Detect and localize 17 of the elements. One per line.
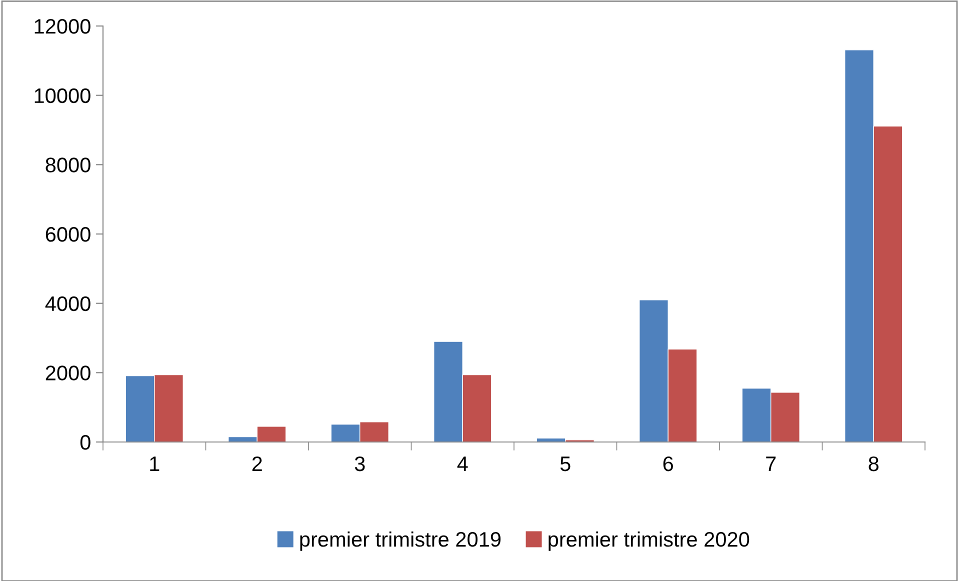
x-tick-label: 7	[766, 456, 776, 471]
x-tick-label: 2	[252, 456, 262, 471]
y-tick-label: 8000	[46, 158, 90, 172]
x-tick-label: 3	[354, 456, 365, 472]
y-tick-label: 4000	[45, 296, 90, 312]
y-tick-label: 12000	[34, 19, 90, 34]
x-tick-label: 4	[457, 456, 468, 471]
x-tick-label: 6	[663, 456, 674, 472]
legend-label: premier trimistre 2019	[300, 531, 501, 551]
y-tick-label: 6000	[46, 227, 90, 242]
legend-label: premier trimistre 2020	[548, 531, 750, 551]
x-tick-label: 1	[150, 456, 160, 471]
y-tick-label: 2000	[46, 366, 90, 380]
x-tick-label: 8	[868, 456, 879, 472]
y-tick-label: 0	[80, 435, 90, 450]
x-tick-label: 5	[560, 456, 570, 472]
y-tick-label: 10000	[34, 88, 90, 104]
